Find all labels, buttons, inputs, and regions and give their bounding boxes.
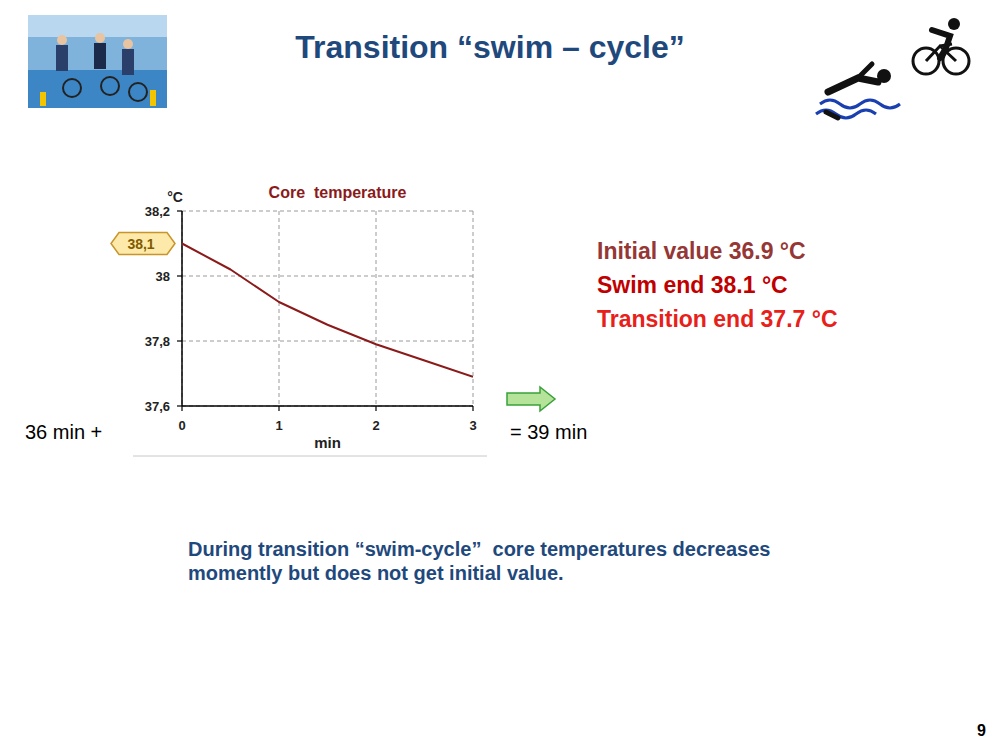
x-tick [278, 406, 279, 411]
grid-line-y [182, 211, 473, 212]
grid-line-x [279, 211, 280, 406]
separator-line [133, 456, 487, 457]
chart: 37,6 37,8 38 38,2 0 1 2 3 °C min Core temperature 3… [111, 184, 477, 451]
photo-bike-wheel [129, 83, 147, 101]
grid-line-x [182, 211, 183, 406]
y-tick [177, 340, 182, 341]
slide-title: Transition “swim – cycle” [295, 29, 684, 65]
photo-background [28, 15, 167, 108]
x-tick-label: 3 [469, 418, 476, 433]
green-arrow [507, 387, 555, 411]
right-text: = 39 min [510, 421, 587, 443]
x-tick-label: 1 [275, 418, 282, 433]
x-tick [472, 406, 473, 411]
page-number: 9 [977, 722, 986, 739]
x-axis [182, 405, 473, 407]
photo-ground [28, 70, 167, 108]
x-tick [181, 406, 182, 411]
fact-text: Transition end 37.7 °C [597, 306, 838, 332]
photo-athlete-body [56, 45, 68, 71]
x-tick [375, 406, 376, 411]
annotation-badge [111, 233, 175, 255]
swimmer-head [877, 69, 891, 83]
photo-athlete-head [123, 39, 133, 49]
icons [816, 18, 969, 118]
swimmer-arm [858, 64, 872, 78]
y-tick-label: 37,8 [145, 334, 170, 349]
photo-bike-wheel [101, 77, 119, 95]
annotation-label: 38,1 [127, 236, 154, 252]
cyclist-head [948, 18, 960, 30]
note-text: During transition “swim-cycle” core temp… [188, 538, 770, 560]
y-tick-label: 37,6 [145, 399, 170, 414]
swimmer-wave [820, 100, 900, 108]
photo-athlete-head [95, 33, 105, 43]
grid-line-x [376, 211, 377, 406]
x-axis-title: min [314, 434, 341, 451]
photo-bike-wheel [63, 79, 81, 97]
photo-athlete-body [94, 43, 106, 69]
chart-title: Core temperature [269, 184, 407, 201]
left-text: 36 min + [25, 421, 102, 443]
photo-athlete-body [122, 49, 134, 75]
grid-line-y [182, 406, 473, 407]
y-tick [177, 275, 182, 276]
cyclist-body [932, 30, 950, 58]
note-text: momently but does not get initial value. [188, 562, 564, 584]
x-tick-label: 0 [178, 418, 185, 433]
y-axis [181, 211, 183, 406]
swimmer-body [828, 78, 878, 92]
photo-marker [150, 90, 156, 106]
fact-text: Swim end 38.1 °C [597, 272, 788, 298]
y-tick-label: 38,2 [145, 204, 170, 219]
fact-text: Initial value 36.9 °C [597, 238, 806, 264]
grid-line-y [182, 276, 473, 277]
photo [28, 15, 167, 108]
photo-athlete-head [57, 35, 67, 45]
plot-marks [182, 244, 473, 377]
swimmer-leg [826, 112, 838, 118]
y-tick-label: 38 [156, 269, 170, 284]
y-tick [177, 405, 182, 406]
grid-line-y [182, 341, 473, 342]
x-tick-label: 2 [372, 418, 379, 433]
y-axis-title: °C [167, 189, 183, 205]
y-tick [177, 210, 182, 211]
data-line [182, 244, 473, 377]
slide: Transition “swim – cycle” 37,6 37,8 38 38,2 0… [0, 0, 1000, 750]
photo-marker [40, 92, 46, 106]
swimmer-wave [816, 110, 876, 118]
